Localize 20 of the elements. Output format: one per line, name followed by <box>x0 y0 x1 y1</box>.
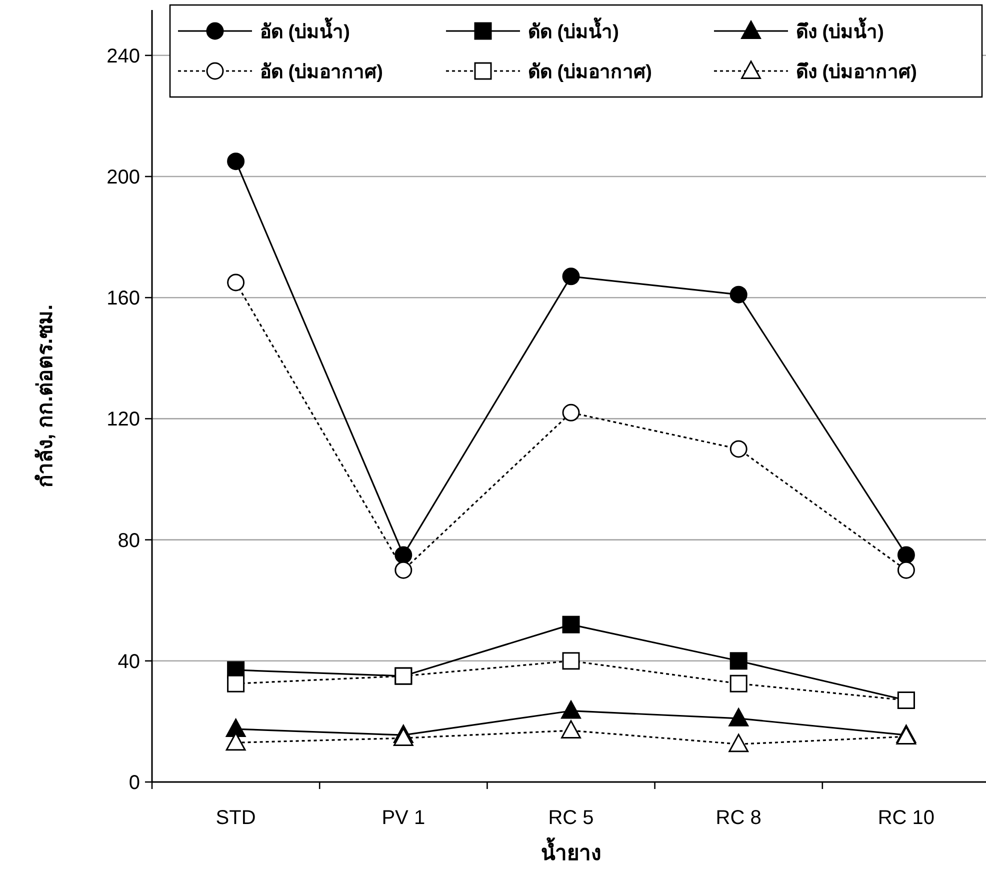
y-tick-label: 40 <box>118 650 140 673</box>
y-tick-label: 240 <box>106 45 140 68</box>
x-tick-label: STD <box>216 807 256 829</box>
y-axis-title: กำลัง, กก.ต่อตร.ซม. <box>34 304 57 488</box>
y-tick-label: 200 <box>106 166 140 189</box>
x-tick-label: RC 10 <box>878 807 935 829</box>
legend-label: อัด (บ่มอากาศ) <box>260 62 383 83</box>
x-tick-label: RC 5 <box>548 807 594 829</box>
x-tick-label: PV 1 <box>382 807 426 829</box>
x-axis-title: น้ำยาง <box>541 837 601 865</box>
x-tick-label: RC 8 <box>716 807 762 829</box>
legend-label: ดึง (บ่มอากาศ) <box>796 61 917 83</box>
y-tick-label: 160 <box>106 288 140 310</box>
y-tick-label: 80 <box>118 530 140 552</box>
y-tick-label: 120 <box>106 408 140 431</box>
legend-label: ดึง (บ่มน้ำ) <box>796 17 884 43</box>
legend-label: ดัด (บ่มน้ำ) <box>528 17 619 43</box>
legend-label: ดัด (บ่มอากาศ) <box>528 62 652 83</box>
y-tick-label: 0 <box>128 772 140 794</box>
legend-label: อัด (บ่มน้ำ) <box>260 17 350 43</box>
